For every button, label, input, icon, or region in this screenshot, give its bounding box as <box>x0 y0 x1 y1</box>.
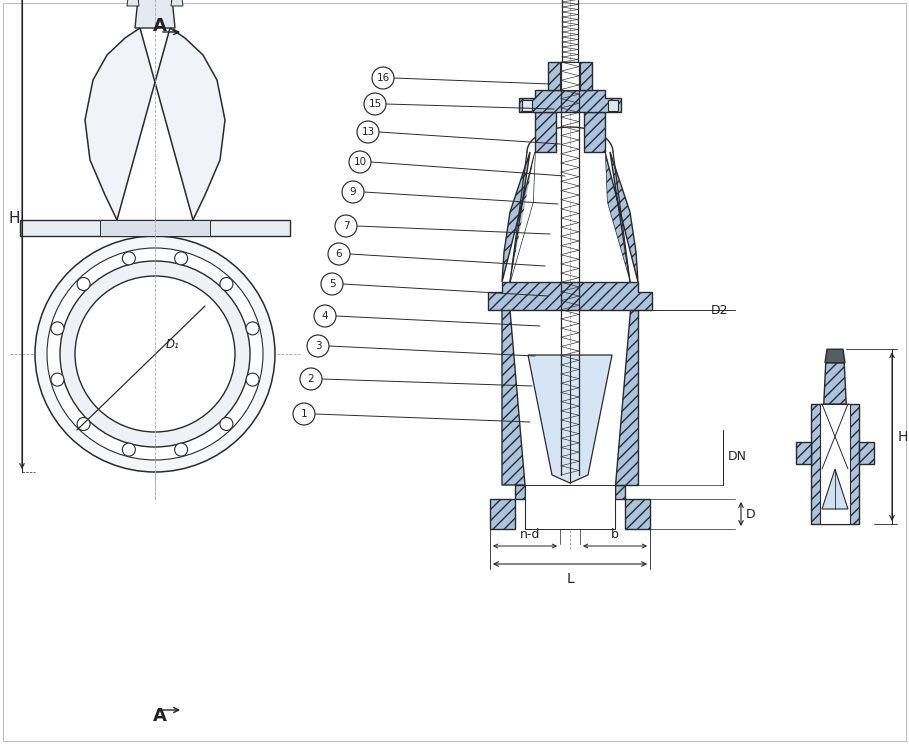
Text: D: D <box>746 507 755 521</box>
Polygon shape <box>522 100 532 111</box>
Circle shape <box>314 305 336 327</box>
Polygon shape <box>811 404 859 524</box>
Text: H1: H1 <box>898 429 909 443</box>
Polygon shape <box>525 485 615 529</box>
Ellipse shape <box>75 276 235 432</box>
Circle shape <box>321 273 343 295</box>
Polygon shape <box>135 0 175 28</box>
Ellipse shape <box>123 443 135 456</box>
Text: 15: 15 <box>368 99 382 109</box>
Polygon shape <box>528 355 612 483</box>
Polygon shape <box>535 112 556 152</box>
Circle shape <box>357 121 379 143</box>
Ellipse shape <box>123 252 135 265</box>
Ellipse shape <box>175 252 187 265</box>
Circle shape <box>372 67 394 89</box>
Circle shape <box>364 93 386 115</box>
Polygon shape <box>20 220 290 236</box>
Text: 16: 16 <box>376 73 390 83</box>
Text: 3: 3 <box>315 341 321 351</box>
Circle shape <box>349 151 371 173</box>
Text: 9: 9 <box>350 187 356 197</box>
Ellipse shape <box>175 443 187 456</box>
Ellipse shape <box>77 417 90 431</box>
Polygon shape <box>171 0 183 6</box>
Polygon shape <box>608 100 618 111</box>
Text: H: H <box>8 211 20 226</box>
Text: 7: 7 <box>343 221 349 231</box>
Text: 10: 10 <box>354 157 366 167</box>
Polygon shape <box>605 152 638 282</box>
Circle shape <box>335 215 357 237</box>
Text: 13: 13 <box>362 127 375 137</box>
Text: DN: DN <box>728 451 747 464</box>
Ellipse shape <box>220 417 233 431</box>
Text: A: A <box>153 707 167 725</box>
Text: 1: 1 <box>301 409 307 419</box>
Polygon shape <box>625 499 650 529</box>
Polygon shape <box>584 112 605 152</box>
Ellipse shape <box>47 248 263 460</box>
Circle shape <box>342 181 364 203</box>
Text: 5: 5 <box>329 279 335 289</box>
Circle shape <box>328 243 350 265</box>
Polygon shape <box>820 404 850 524</box>
Polygon shape <box>560 62 580 90</box>
Polygon shape <box>548 62 592 90</box>
Text: b: b <box>611 528 619 541</box>
Circle shape <box>300 368 322 390</box>
Text: D2: D2 <box>711 304 728 316</box>
Polygon shape <box>519 90 621 112</box>
Polygon shape <box>859 441 874 464</box>
Polygon shape <box>615 485 625 499</box>
Ellipse shape <box>77 278 90 290</box>
Text: n-d: n-d <box>520 528 540 541</box>
Polygon shape <box>488 282 652 310</box>
Polygon shape <box>490 499 515 529</box>
Ellipse shape <box>51 373 64 386</box>
Polygon shape <box>796 441 811 464</box>
Polygon shape <box>615 310 638 485</box>
Polygon shape <box>127 0 139 6</box>
Polygon shape <box>825 349 845 363</box>
Text: L: L <box>566 572 574 586</box>
Circle shape <box>307 335 329 357</box>
Ellipse shape <box>60 261 250 447</box>
Ellipse shape <box>51 322 64 335</box>
Polygon shape <box>502 310 525 485</box>
Polygon shape <box>510 152 630 282</box>
Text: D₁: D₁ <box>166 338 180 350</box>
Polygon shape <box>100 220 210 236</box>
Polygon shape <box>515 485 525 499</box>
Text: 4: 4 <box>322 311 328 321</box>
Text: 6: 6 <box>335 249 343 259</box>
Text: A: A <box>153 17 167 35</box>
Polygon shape <box>824 363 846 404</box>
Ellipse shape <box>246 373 259 386</box>
Ellipse shape <box>35 236 275 472</box>
Circle shape <box>293 403 315 425</box>
Ellipse shape <box>246 322 259 335</box>
Ellipse shape <box>220 278 233 290</box>
Text: 2: 2 <box>307 374 315 384</box>
Polygon shape <box>502 152 535 282</box>
Polygon shape <box>85 28 225 220</box>
Polygon shape <box>822 469 848 509</box>
